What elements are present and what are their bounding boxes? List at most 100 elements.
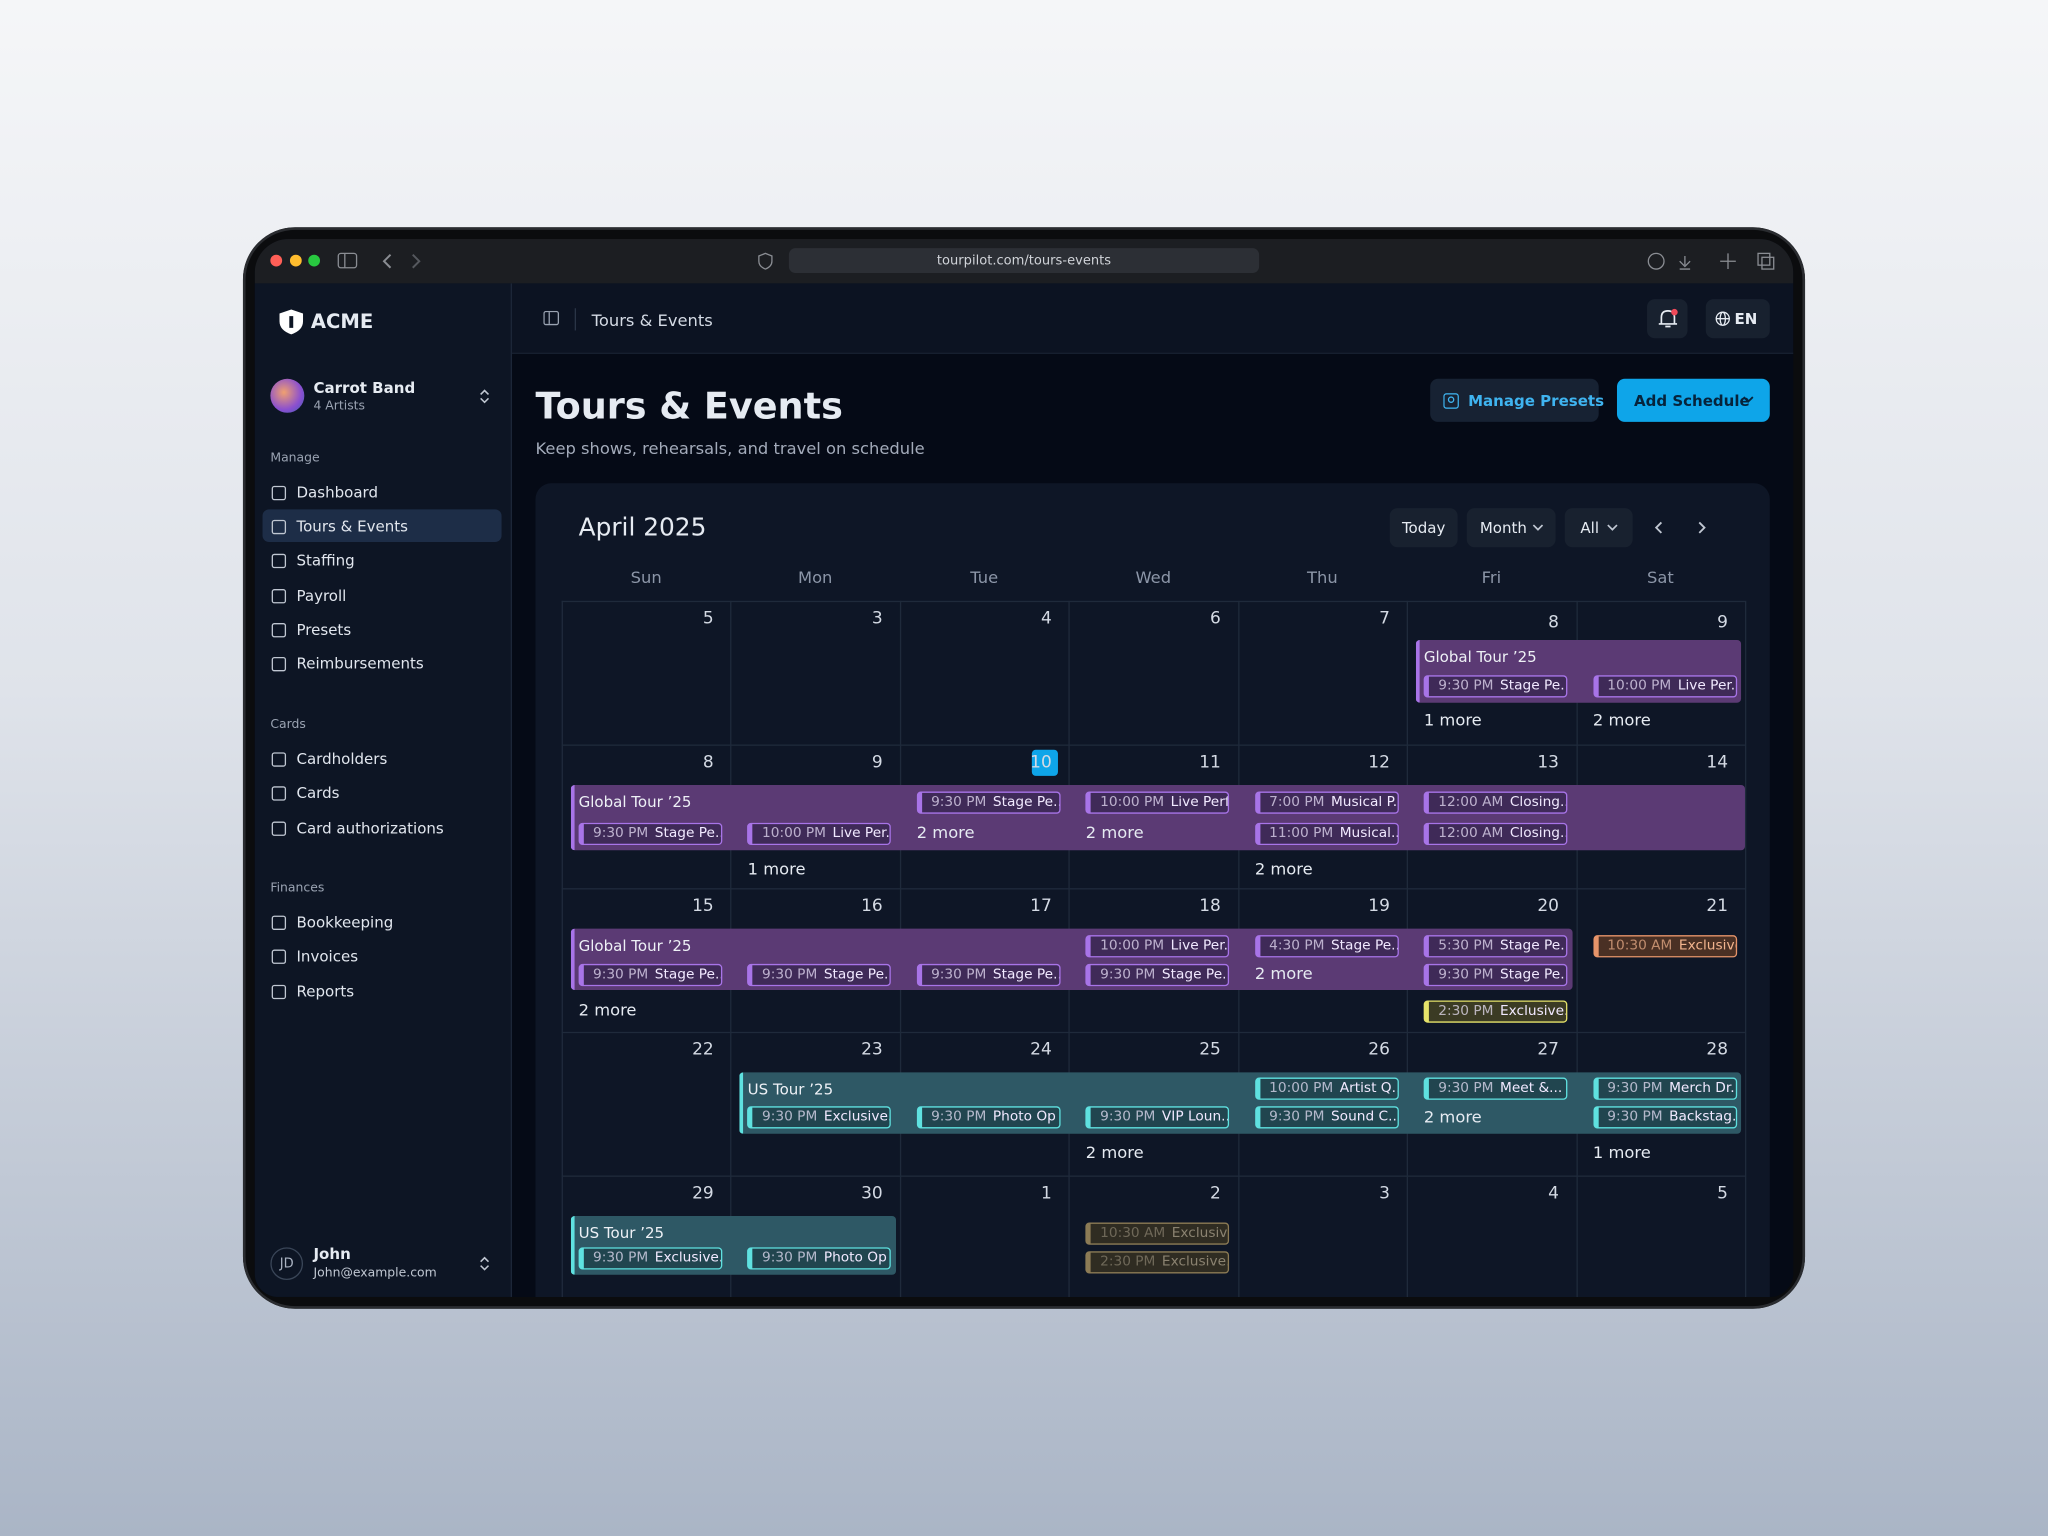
event-chip[interactable]: 10:00 PM Live Per... [1592, 674, 1737, 697]
nav-icon[interactable] [271, 949, 287, 964]
more-link[interactable]: 1 more [1423, 709, 1482, 730]
event-chip[interactable]: 2:30 PM Exclusive... [1423, 999, 1568, 1023]
more-link[interactable]: 2 more [916, 822, 975, 842]
tour-title[interactable]: Global Tour ’25 [578, 792, 692, 812]
nav-item[interactable]: Staffing [296, 551, 355, 570]
event-chip[interactable]: 9:30 PM VIP Loun... [1085, 1105, 1230, 1128]
more-link[interactable]: 2 more [1254, 858, 1313, 879]
event-chip[interactable]: 10:00 PM Live Perf... [1085, 790, 1230, 814]
browser-actions[interactable] [1646, 251, 1777, 272]
event-chip[interactable]: 9:30 PM Sound C... [1254, 1105, 1399, 1128]
nav-item[interactable]: Cardholders [296, 749, 388, 768]
nav-item[interactable]: Reports [296, 982, 355, 1001]
event-chip[interactable]: 10:30 AM Exclusive... [1592, 934, 1737, 957]
more-link[interactable]: 2 more [578, 999, 637, 1020]
date-number: 28 [1706, 1040, 1728, 1060]
grid-line [561, 600, 1745, 603]
nav-icon[interactable] [271, 589, 287, 604]
event-chip[interactable]: 9:30 PM Photo Op [747, 1246, 892, 1269]
grid-line [561, 600, 563, 1297]
event-chip[interactable]: 9:30 PM Exclusive... [747, 1105, 892, 1128]
more-link[interactable]: 2 more [1085, 1142, 1144, 1162]
event-chip[interactable]: 12:00 AM Closing... [1423, 822, 1568, 845]
calendar-title: April 2025 [578, 513, 707, 543]
date-number: 14 [1706, 752, 1728, 773]
add-schedule-button[interactable] [1616, 378, 1770, 422]
event-chip[interactable]: 9:30 PM Stage Pe... [578, 822, 723, 845]
close-dot[interactable] [270, 254, 283, 267]
event-chip[interactable]: 2:30 PM Exclusive... [1085, 1250, 1230, 1273]
nav-icon[interactable] [271, 519, 287, 535]
event-chip[interactable]: 9:30 PM Stage Pe... [1423, 963, 1568, 986]
event-chip[interactable]: 5:30 PM Stage Pe... [1423, 934, 1568, 957]
event-chip[interactable]: 9:30 PM Backstag... [1592, 1105, 1737, 1128]
nav-item[interactable]: Payroll [296, 586, 347, 605]
more-link[interactable]: 1 more [747, 858, 806, 879]
event-chip[interactable]: 10:00 PM Live Per... [747, 822, 892, 845]
minimize-dot[interactable] [289, 254, 302, 267]
tour-span[interactable] [570, 928, 1573, 991]
nav-item[interactable]: Cards [296, 783, 340, 802]
nav-icon[interactable] [271, 786, 287, 801]
event-chip[interactable]: 9:30 PM Stage Pe... [916, 790, 1061, 814]
event-chip[interactable]: 12:00 AM Closing... [1423, 790, 1568, 814]
nav-item[interactable]: Invoices [296, 946, 359, 966]
event-time: 9:30 PM [931, 965, 987, 982]
nav-item[interactable]: Dashboard [296, 483, 378, 502]
team-avatar [270, 378, 305, 413]
event-chip[interactable]: 9:30 PM Stage Pe... [1423, 674, 1568, 697]
event-chip[interactable]: 11:00 PM Musical... [1254, 822, 1399, 845]
tour-title[interactable]: Global Tour ’25 [578, 936, 692, 955]
filter-select[interactable] [1564, 508, 1633, 548]
nav-icons[interactable] [337, 252, 441, 270]
event-chip[interactable]: 9:30 PM Exclusive... [578, 1246, 723, 1269]
tour-span[interactable] [739, 1072, 1742, 1134]
more-link[interactable]: 2 more [1085, 822, 1144, 842]
event-chip[interactable]: 9:30 PM Stage Pe... [1085, 963, 1230, 986]
nav-icon[interactable] [271, 656, 287, 672]
tour-title[interactable]: Global Tour ’25 [1423, 647, 1537, 667]
nav-icon[interactable] [271, 915, 287, 930]
today-button[interactable] [1389, 508, 1458, 548]
nav-icon[interactable] [271, 485, 287, 501]
nav-item[interactable]: Card authorizations [296, 818, 444, 838]
event-chip[interactable]: 9:30 PM Stage Pe... [578, 963, 723, 986]
nav-item[interactable]: Tours & Events [296, 517, 408, 536]
event-chip[interactable]: 9:30 PM Photo Op [916, 1105, 1061, 1128]
nav-icon[interactable] [271, 752, 287, 767]
address-bar[interactable] [788, 248, 1260, 273]
zoom-dot[interactable] [308, 254, 320, 267]
sidebar-toggle[interactable] [543, 310, 560, 327]
event-chip[interactable]: 9:30 PM Stage Pe... [747, 963, 892, 986]
event-title: Live Per... [1170, 937, 1228, 953]
more-link[interactable]: 1 more [1592, 1142, 1651, 1162]
team-switcher[interactable] [478, 388, 491, 405]
more-link[interactable]: 2 more [1592, 709, 1651, 730]
tour-title[interactable]: US Tour ’25 [578, 1223, 665, 1243]
nav-icon[interactable] [271, 984, 287, 1000]
nav-item[interactable]: Reimbursements [296, 654, 424, 673]
nav-icon[interactable] [271, 553, 287, 569]
nav-item[interactable]: Presets [296, 620, 352, 639]
event-chip[interactable]: 9:30 PM Meet &... [1423, 1076, 1568, 1100]
user-menu[interactable] [478, 1255, 491, 1272]
tour-title[interactable]: US Tour ’25 [747, 1080, 834, 1099]
month-nav[interactable] [1651, 519, 1710, 537]
more-link[interactable]: 2 more [1423, 1106, 1482, 1127]
more-link[interactable]: 2 more [1254, 963, 1313, 983]
today-label: Today [1401, 518, 1446, 537]
notifications-button[interactable] [1647, 299, 1688, 339]
event-chip[interactable]: 10:30 AM Exclusive... [1085, 1221, 1230, 1245]
event-chip[interactable]: 10:00 PM Live Per... [1085, 934, 1230, 957]
nav-item[interactable]: Bookkeeping [296, 912, 394, 932]
brand-logo [279, 309, 304, 335]
event-chip[interactable]: 9:30 PM Merch Dr... [1592, 1076, 1737, 1100]
event-chip[interactable]: 4:30 PM Stage Pe... [1254, 934, 1399, 957]
nav-icon[interactable] [271, 821, 287, 836]
nav-icon[interactable] [271, 623, 287, 638]
calendar-panel [535, 483, 1770, 1297]
event-chip[interactable]: 9:30 PM Stage Pe... [916, 963, 1061, 986]
date-number: 9 [1717, 613, 1728, 633]
event-chip[interactable]: 10:00 PM Artist Q... [1254, 1076, 1399, 1100]
event-chip[interactable]: 7:00 PM Musical P... [1254, 790, 1399, 814]
